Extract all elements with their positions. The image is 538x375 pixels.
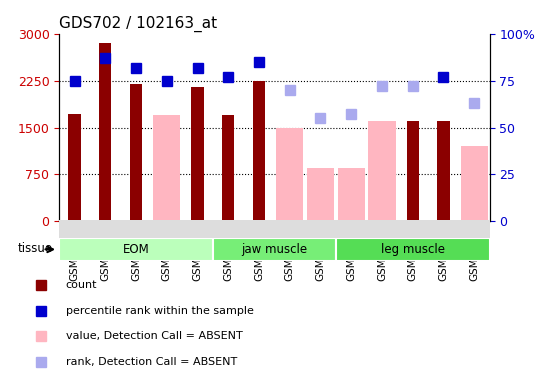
Bar xyxy=(213,238,336,261)
Text: count: count xyxy=(66,280,97,291)
Text: GDS702 / 102163_at: GDS702 / 102163_at xyxy=(59,16,217,32)
Text: value, Detection Call = ABSENT: value, Detection Call = ABSENT xyxy=(66,331,243,341)
Bar xyxy=(222,115,235,221)
Bar xyxy=(276,128,303,221)
Bar xyxy=(130,84,142,221)
Text: rank, Detection Call = ABSENT: rank, Detection Call = ABSENT xyxy=(66,357,237,366)
Bar xyxy=(307,168,334,221)
Text: EOM: EOM xyxy=(123,243,150,256)
Text: jaw muscle: jaw muscle xyxy=(242,243,307,256)
Bar xyxy=(68,114,81,221)
Bar xyxy=(437,121,450,221)
Bar xyxy=(336,238,490,261)
Text: leg muscle: leg muscle xyxy=(381,243,445,256)
Text: percentile rank within the sample: percentile rank within the sample xyxy=(66,306,253,316)
Bar xyxy=(369,121,395,221)
Bar xyxy=(407,121,419,221)
Bar xyxy=(99,43,111,221)
Bar xyxy=(59,238,213,261)
Bar xyxy=(192,87,204,221)
Bar xyxy=(461,146,488,221)
Bar xyxy=(153,115,180,221)
Text: tissue: tissue xyxy=(18,242,53,255)
Bar xyxy=(338,168,365,221)
Bar xyxy=(253,81,265,221)
